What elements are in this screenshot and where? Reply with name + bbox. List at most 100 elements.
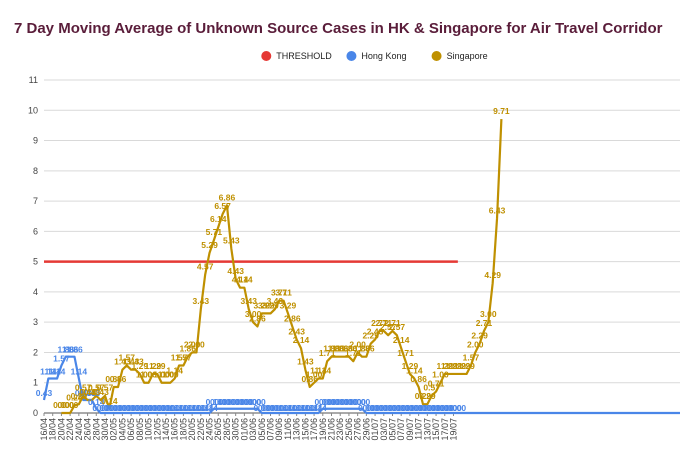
data-label-singapore: 1.57 [175,352,192,362]
data-label-hong-kong: 1.57 [53,353,70,363]
data-label-singapore: 6.43 [489,205,506,215]
x-tick-label: 24/05 [205,418,215,441]
data-label-hong-kong: 0.00 [406,403,423,413]
data-label-singapore: 0.43 [79,387,96,397]
data-label-hong-kong: 0.00 [123,403,140,413]
data-label-singapore: 0.14 [101,396,118,406]
x-tick-label: 26/05 [213,418,223,441]
data-label-hong-kong: 0.00 [319,397,336,407]
data-label-singapore: 1.57 [171,352,188,362]
data-label-singapore: 3.00 [245,309,262,319]
x-tick-label: 27/06 [353,418,363,441]
data-label-singapore: 1.00 [432,370,449,380]
data-label-hong-kong: 1.14 [49,366,66,376]
data-label-singapore: 0.57 [75,383,92,393]
data-label-hong-kong: 0.00 [110,403,127,413]
data-label-singapore: 0.43 [84,387,101,397]
data-label-hong-kong: 0.14 [297,403,314,413]
data-label-hong-kong: 0.43 [79,388,96,398]
data-label-singapore: 2.86 [284,313,301,323]
data-label-singapore: 0.86 [410,374,427,384]
data-label-hong-kong: 0.14 [206,397,223,407]
data-label-hong-kong: 0.00 [127,403,144,413]
x-tick-label: 06/05 [126,418,136,441]
data-label-hong-kong: 0.00 [210,397,227,407]
data-label-singapore: 2.71 [476,318,493,328]
data-label-singapore: 9.71 [493,106,510,116]
data-label-singapore: 1.00 [306,370,323,380]
data-label-singapore: 1.57 [118,352,135,362]
legend-marker-hong-kong [346,51,357,61]
data-label-hong-kong: 0.00 [415,403,432,413]
x-tick-label: 18/05 [178,418,188,441]
x-tick-label: 19/06 [318,418,328,441]
data-label-singapore: 1.86 [332,344,349,354]
data-label-hong-kong: 0.14 [166,403,183,413]
data-label-singapore: 1.43 [127,357,144,367]
data-label-singapore: 3.43 [267,296,284,306]
data-label-hong-kong: 0.14 [275,403,292,413]
data-label-hong-kong: 0.00 [136,403,153,413]
data-label-hong-kong: 0.43 [75,388,92,398]
data-label-singapore: 1.00 [158,370,175,380]
data-label-hong-kong: 0.00 [393,403,410,413]
x-tick-label: 19/07 [448,418,458,441]
data-label-singapore: 1.29 [149,361,166,371]
data-label-hong-kong: 0.14 [197,403,214,413]
data-label-singapore: 2.71 [376,318,393,328]
data-label-singapore: 1.43 [114,357,131,367]
data-label-hong-kong: 0.00 [349,397,366,407]
series-line-hong-kong [42,355,680,415]
data-label-singapore: 1.57 [463,352,480,362]
data-label-singapore: 2.00 [467,339,484,349]
data-label-hong-kong: 0.00 [240,397,257,407]
data-labels: 0.431.141.141.141.571.861.861.861.140.43… [36,106,510,413]
data-label-singapore: 0.00 [58,400,75,410]
data-label-singapore: 2.43 [288,326,305,336]
data-label-hong-kong: 0.00 [92,403,109,413]
legend-label-singapore: Singapore [447,51,488,61]
data-label-singapore: 1.14 [310,365,327,375]
x-tick-label: 20/04 [56,418,66,441]
data-label-hong-kong: 0.00 [232,397,249,407]
x-tick-label: 09/07 [405,418,415,441]
data-label-hong-kong: 0.14 [306,403,323,413]
data-label-hong-kong: 0.00 [267,403,284,413]
x-tick-label: 16/04 [39,418,49,441]
x-tick-label: 08/05 [135,418,145,441]
x-tick-label: 10/05 [144,418,154,441]
data-label-hong-kong: 0.14 [284,403,301,413]
data-label-singapore: 0.29 [419,391,436,401]
data-label-singapore: 1.14 [315,365,332,375]
data-label-hong-kong: 0.00 [441,403,458,413]
data-label-singapore: 3.29 [262,300,279,310]
data-label-hong-kong: 0.00 [328,397,345,407]
data-label-singapore: 5.29 [201,240,218,250]
x-tick-label: 28/04 [91,418,101,441]
data-label-hong-kong: 1.14 [44,366,61,376]
x-tick-label: 20/05 [187,418,197,441]
data-label-singapore: 3.00 [480,309,497,319]
data-label-singapore: 1.71 [397,348,414,358]
x-tick-label: 23/06 [335,418,345,441]
y-tick-label: 9 [33,136,38,146]
data-label-hong-kong: 0.14 [301,403,318,413]
data-label-hong-kong: 0.00 [428,403,445,413]
data-label-singapore: 1.86 [354,344,371,354]
data-label-hong-kong: 0.00 [114,403,131,413]
data-label-hong-kong: 0.00 [436,403,453,413]
data-label-singapore: 1.86 [323,344,340,354]
data-label-singapore: 4.14 [236,275,253,285]
data-label-singapore: 1.29 [450,361,467,371]
data-label-hong-kong: 0.14 [271,403,288,413]
x-tick-label: 26/04 [83,418,93,441]
data-label-hong-kong: 0.00 [402,403,419,413]
y-tick-label: 10 [28,105,38,115]
data-label-hong-kong: 0.00 [397,403,414,413]
x-tick-label: 05/07 [387,418,397,441]
x-tick-label: 13/07 [422,418,432,441]
x-tick-label: 03/07 [379,418,389,441]
data-label-singapore: 1.00 [162,370,179,380]
data-label-hong-kong: 0.00 [419,403,436,413]
data-label-hong-kong: 0.00 [118,403,135,413]
